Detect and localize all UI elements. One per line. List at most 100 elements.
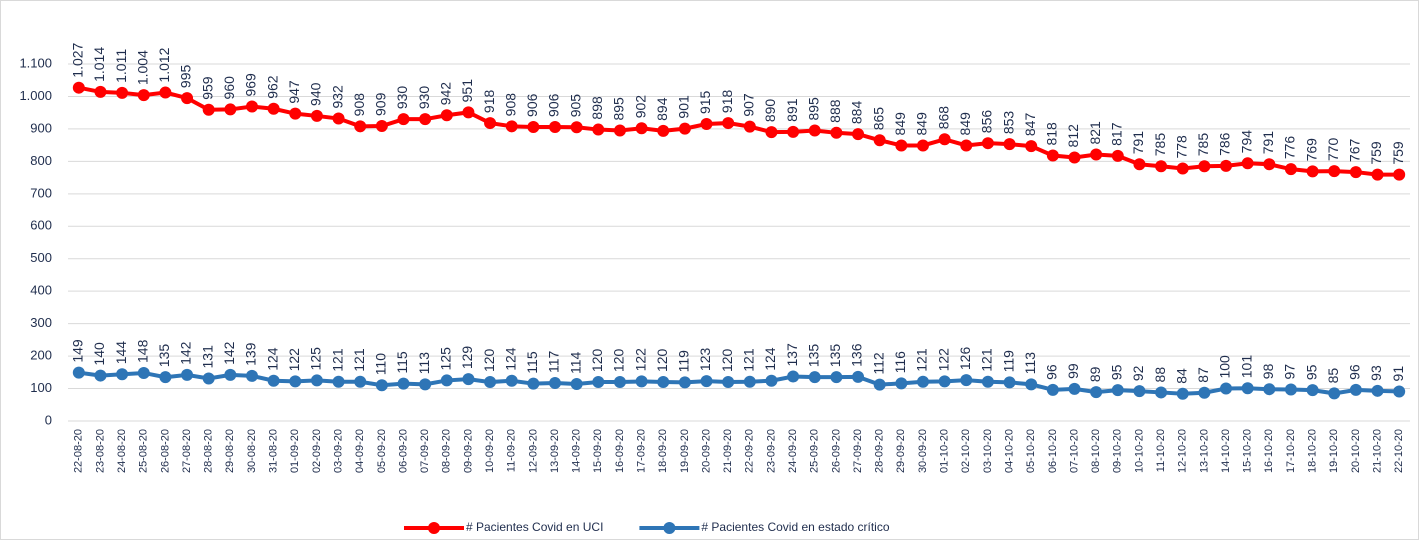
x-tick-label: 03-10-20: [982, 429, 994, 473]
marker: [1220, 159, 1233, 172]
x-tick-label: 28-08-20: [203, 429, 215, 473]
marker: [202, 103, 215, 116]
y-tick-label: 300: [30, 315, 52, 330]
data-label: 785: [1152, 133, 1168, 157]
marker: [916, 375, 929, 388]
data-label: 884: [849, 101, 865, 125]
data-label: 87: [1195, 367, 1211, 383]
x-tick-label: 18-09-20: [657, 429, 669, 473]
x-tick-label: 21-10-20: [1371, 429, 1383, 473]
x-tick-label: 20-10-20: [1350, 429, 1362, 473]
marker: [527, 120, 540, 133]
data-label: 1.012: [156, 47, 172, 82]
x-tick-label: 10-09-20: [484, 429, 496, 473]
marker: [678, 122, 691, 135]
marker: [159, 86, 172, 99]
data-label: 849: [957, 112, 973, 136]
data-label: 906: [546, 93, 562, 117]
data-label: 116: [892, 351, 908, 374]
data-label: 122: [632, 348, 648, 372]
marker: [873, 378, 886, 391]
marker: [1111, 149, 1124, 162]
marker: [1068, 151, 1081, 164]
data-label: 121: [914, 348, 930, 372]
x-tick-label: 08-09-20: [441, 429, 453, 473]
marker: [1176, 162, 1189, 175]
marker: [397, 113, 410, 126]
marker: [743, 120, 756, 133]
data-label: 124: [762, 347, 778, 371]
marker: [743, 375, 756, 388]
data-label: 898: [589, 96, 605, 120]
marker: [981, 137, 994, 150]
x-tick-label: 15-09-20: [592, 429, 604, 473]
data-label: 930: [394, 86, 410, 110]
marker: [181, 368, 194, 381]
data-label: 98: [1260, 363, 1276, 379]
x-tick-label: 16-10-20: [1263, 429, 1275, 473]
marker: [700, 375, 713, 388]
marker: [1328, 165, 1341, 178]
marker: [310, 374, 323, 387]
marker: [960, 139, 973, 152]
marker: [1090, 386, 1103, 399]
marker: [332, 112, 345, 125]
marker: [938, 133, 951, 146]
data-label: 96: [1044, 364, 1060, 380]
x-tick-label: 11-10-20: [1155, 429, 1167, 472]
marker: [289, 107, 302, 120]
x-tick-label: 19-10-20: [1328, 429, 1340, 473]
x-tick-label: 12-10-20: [1177, 429, 1189, 473]
y-tick-label: 400: [30, 283, 52, 298]
data-label: 918: [481, 89, 497, 113]
marker: [1025, 378, 1038, 391]
data-label: 123: [697, 348, 713, 372]
x-tick-label: 26-09-20: [830, 429, 842, 473]
data-label: 84: [1173, 368, 1189, 384]
data-label: 995: [178, 65, 194, 89]
x-tick-label: 11-09-20: [506, 429, 518, 472]
x-tick-label: 09-09-20: [462, 429, 474, 473]
x-tick-label: 19-09-20: [679, 429, 691, 473]
data-label: 962: [264, 75, 280, 99]
data-label: 121: [979, 348, 995, 372]
data-label: 93: [1368, 365, 1384, 381]
y-tick-label: 0: [45, 412, 52, 427]
marker: [440, 109, 453, 122]
data-label: 794: [1238, 130, 1254, 154]
marker: [181, 92, 194, 105]
marker: [613, 376, 626, 389]
marker: [1241, 382, 1254, 395]
data-label: 894: [654, 97, 670, 121]
x-tick-label: 15-10-20: [1242, 429, 1254, 473]
data-label: 100: [1217, 355, 1233, 379]
marker: [267, 374, 280, 387]
data-label: 960: [221, 76, 237, 100]
data-label: 114: [567, 351, 583, 374]
marker: [1306, 384, 1319, 397]
data-label: 1.004: [134, 50, 150, 85]
data-label: 120: [481, 348, 497, 372]
data-label: 124: [264, 347, 280, 371]
x-tick-label: 05-09-20: [376, 429, 388, 473]
data-label: 890: [762, 99, 778, 123]
legend-marker: [663, 522, 676, 534]
data-label: 119: [676, 350, 692, 373]
x-tick-label: 29-09-20: [895, 429, 907, 473]
x-tick-label: 30-08-20: [246, 429, 258, 473]
x-tick-label: 14-09-20: [571, 429, 583, 473]
marker: [72, 366, 85, 379]
marker: [592, 376, 605, 389]
data-label: 785: [1195, 133, 1211, 157]
data-label: 849: [892, 112, 908, 136]
data-label: 110: [373, 353, 389, 376]
marker: [549, 120, 562, 133]
data-label: 95: [1303, 364, 1319, 380]
marker: [635, 375, 648, 388]
marker: [592, 123, 605, 136]
data-label: 125: [308, 347, 324, 371]
data-label: 888: [827, 99, 843, 123]
marker: [787, 125, 800, 138]
y-tick-label: 800: [30, 153, 52, 168]
